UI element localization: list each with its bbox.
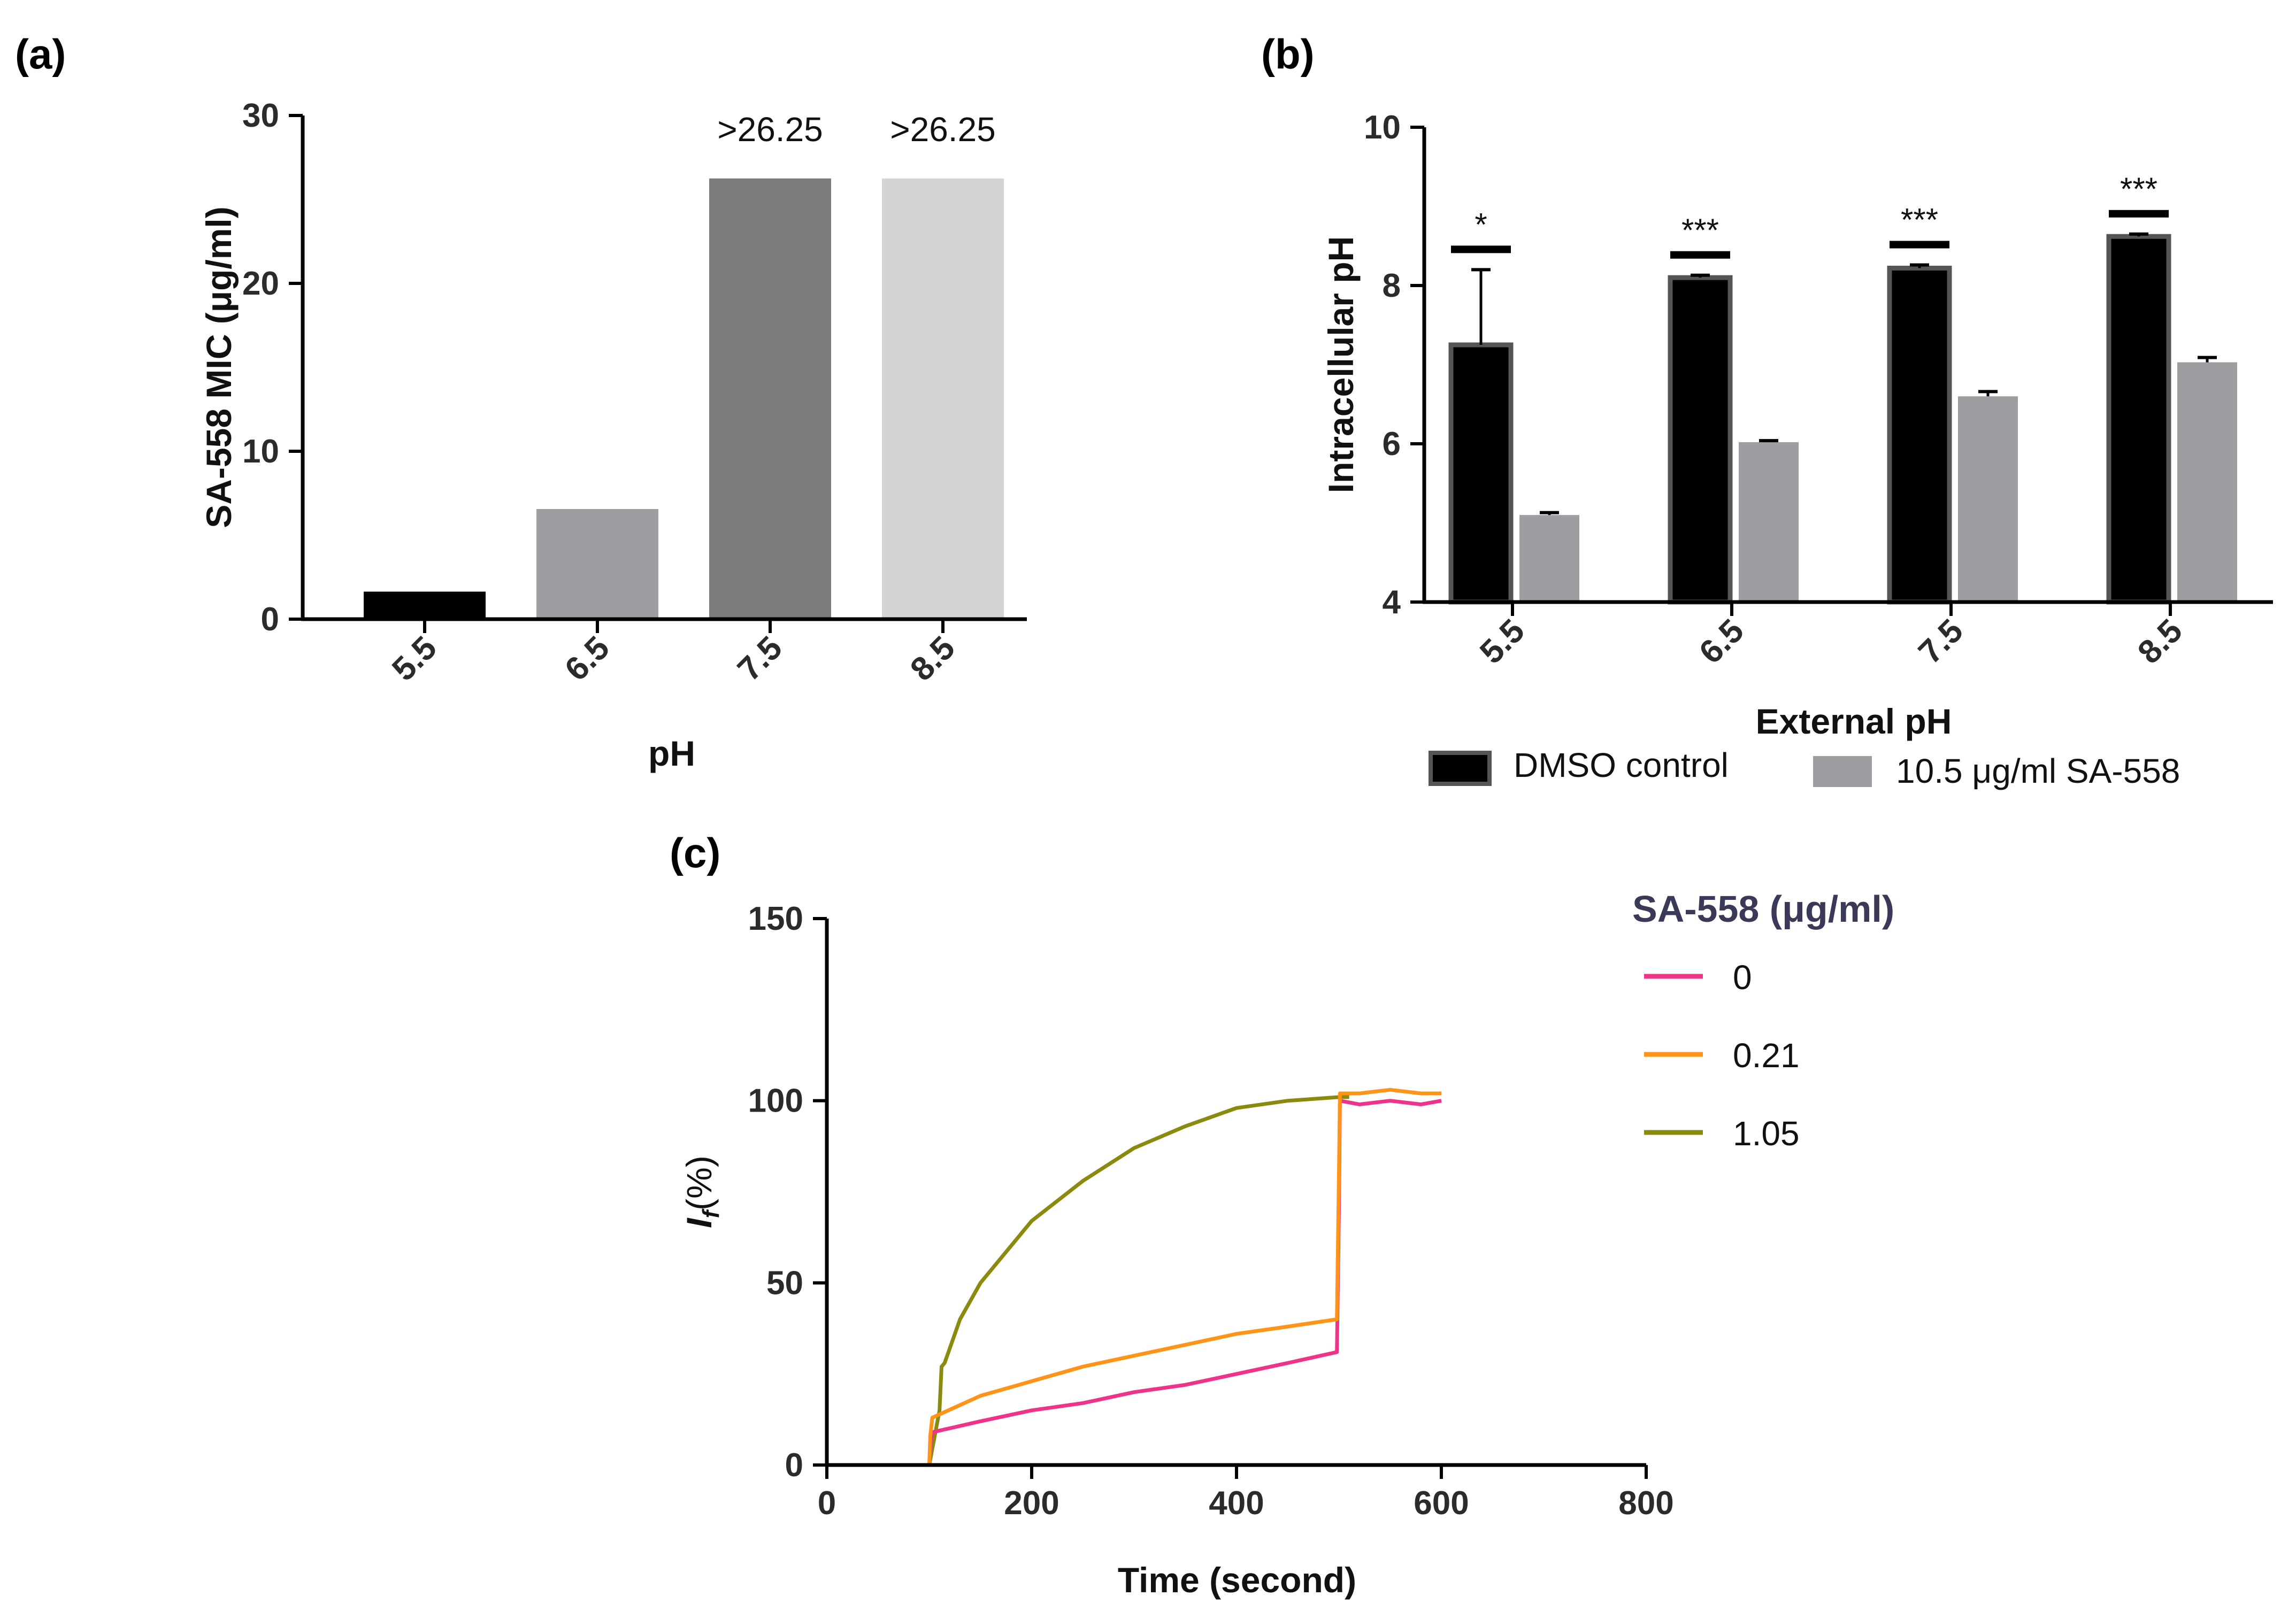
panel-a-annotations: >26.25 >26.25 [717,110,996,149]
panel-c-label: (c) [670,829,720,876]
panel-a-xticks: 5.5 6.5 7.5 8.5 [385,619,962,688]
y-tick-label: 30 [242,97,279,134]
y-tick-label: 8 [1383,267,1401,304]
y-tick-label: 0 [261,601,279,638]
legend-label-0.21: 0.21 [1733,1036,1800,1075]
x-tick-label: 8.5 [903,629,962,688]
significance-label: *** [1901,202,1938,238]
bar-7.5 [709,178,831,619]
panel-a-label: (a) [15,30,66,78]
bar-6.5 [536,509,658,619]
significance-label: * [1475,206,1487,242]
series-line-0.21 [827,1088,1441,1467]
legend-swatch-sa558 [1813,756,1872,787]
bar-sa558-6.5 [1739,442,1799,602]
ylabel-sub: f [698,1208,724,1218]
y-tick-label: 10 [242,433,279,470]
legend-label-dmso: DMSO control [1514,746,1729,784]
panel-a: (a) 0 10 20 30 >26.25 >26.25 5.5 6.5 7.5 8.5 pH… [15,30,1027,773]
panel-b-legend: DMSO control 10.5 μg/ml SA-558 [1429,746,2180,790]
bar-5.5 [364,591,486,619]
legend-swatch-dmso [1429,751,1492,786]
y-tick-label: 10 [1364,109,1401,146]
bar-annotation: >26.25 [890,110,996,149]
bar-sa558-8.5 [2177,362,2237,602]
panel-c-ylabel: If(%) [679,1155,724,1228]
x-tick-label: 5.5 [1473,612,1532,671]
legend-label-0: 0 [1733,958,1752,997]
panel-c: (c) 0 50 100 150 0 200 400 600 800 Time (second… [670,829,1894,1600]
y-tick-label: 6 [1383,426,1401,462]
y-tick-label: 100 [748,1083,803,1120]
bar-dmso-5.5 [1448,342,1514,605]
panel-b-xticks: 5.5 6.5 7.5 8.5 [1473,602,2190,671]
x-tick-label: 7.5 [1911,612,1970,671]
panel-c-legend: SA-558 (μg/ml) 0 0.21 1.05 [1632,888,1894,1153]
ylabel-main: I [679,1217,719,1228]
bar-sa558-7.5 [1958,396,2018,602]
panel-a-yticks: 0 10 20 30 [242,97,303,638]
y-tick-label: 50 [766,1265,803,1301]
x-tick-label: 6.5 [1692,612,1751,671]
x-tick-label: 0 [818,1485,836,1522]
panel-c-yticks: 0 50 100 150 [748,900,827,1484]
x-tick-label: 200 [1004,1485,1059,1522]
panel-c-xticks: 0 200 400 600 800 [818,1465,1674,1522]
legend-label-sa558: 10.5 μg/ml SA-558 [1896,752,2180,790]
bar-8.5 [882,178,1004,619]
panel-c-xlabel: Time (second) [1118,1560,1356,1600]
panel-c-lines [827,1088,1442,1467]
panel-a-bars [364,178,1004,619]
panel-b-xlabel: External pH [1756,701,1952,741]
significance-label: *** [2120,171,2157,207]
y-tick-label: 150 [748,900,803,937]
ylabel-rest: (%) [679,1155,719,1211]
panel-b-ylabel: Intracellular pH [1321,236,1361,493]
x-tick-label: 7.5 [731,629,789,688]
bar-dmso-8.5 [2106,234,2171,605]
bar-dmso-7.5 [1887,265,1952,605]
panel-b-yticks: 4 6 8 10 [1364,109,1424,621]
legend-title: SA-558 (μg/ml) [1632,888,1894,930]
x-tick-label: 600 [1414,1485,1469,1522]
x-tick-label: 8.5 [2131,612,2190,671]
bar-annotation: >26.25 [717,110,823,149]
panel-a-ylabel: SA-558 MIC (μg/ml) [199,206,239,528]
series-line-1.05 [827,1095,1349,1467]
panel-a-xlabel: pH [648,734,695,773]
panel-b-label: (b) [1261,30,1315,78]
series-line-0 [827,1099,1442,1467]
y-tick-label: 4 [1383,584,1401,621]
x-tick-label: 400 [1209,1485,1264,1522]
y-tick-label: 0 [785,1447,803,1484]
x-tick-label: 800 [1618,1485,1673,1522]
y-tick-label: 20 [242,265,279,302]
panel-b-bars [1448,232,2237,605]
bar-dmso-6.5 [1668,275,1733,605]
significance-label: *** [1681,212,1719,248]
x-tick-label: 6.5 [558,629,617,688]
bar-sa558-5.5 [1519,515,1579,602]
legend-label-1.05: 1.05 [1733,1114,1800,1153]
x-tick-label: 5.5 [385,629,444,688]
panel-b-significance: * *** ****** [1451,171,2169,259]
